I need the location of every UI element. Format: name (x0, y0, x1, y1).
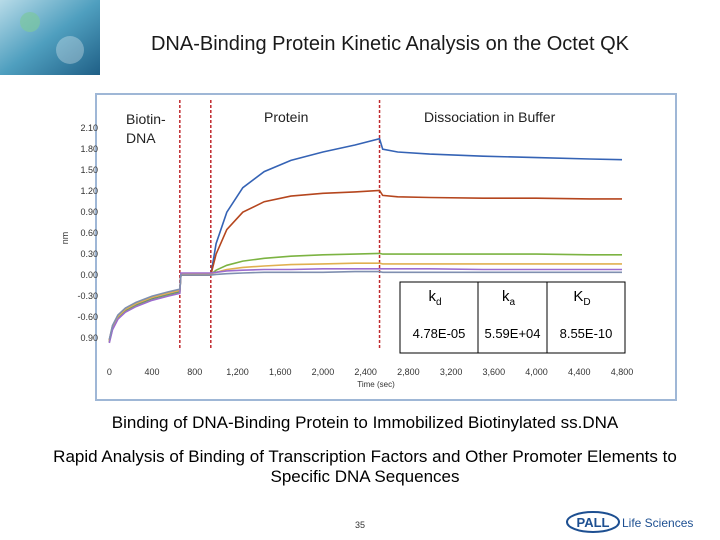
logo-mark: PALL (577, 515, 610, 530)
y-tick-label: 0.60 (80, 228, 98, 238)
x-tick-label: 4,000 (525, 367, 548, 377)
series-line (108, 268, 622, 344)
x-tick-label: 800 (187, 367, 202, 377)
y-axis-label: nm (60, 232, 70, 245)
page-number: 35 (355, 520, 365, 530)
x-tick-label: 2,400 (354, 367, 377, 377)
table-header: ka (502, 288, 516, 308)
x-tick-label: 3,600 (483, 367, 506, 377)
x-tick-label: 4,800 (611, 367, 634, 377)
series-line (108, 262, 622, 342)
table-frame (399, 281, 626, 354)
x-tick-label: 1,200 (226, 367, 249, 377)
y-tick-label: 1.20 (80, 186, 98, 196)
table-header: KD (573, 288, 590, 308)
y-tick-label: 0.00 (80, 270, 98, 280)
y-tick-label: 0.90 (80, 207, 98, 217)
table-value: 8.55E-10 (560, 326, 613, 341)
y-tick-label: 0.90 (80, 333, 98, 343)
y-tick-label: 1.50 (80, 165, 98, 175)
logo-oval (566, 511, 620, 533)
y-tick-label: -0.60 (77, 312, 98, 322)
y-tick-label: -0.30 (77, 291, 98, 301)
x-tick-label: 0 (107, 367, 112, 377)
caption: Binding of DNA-Binding Protein to Immobi… (111, 413, 619, 432)
chart-frame (95, 93, 677, 401)
x-tick-label: 3,200 (440, 367, 463, 377)
header-subscript: d (436, 297, 442, 308)
header-symbol: k (502, 288, 510, 305)
series-line (108, 270, 622, 340)
x-tick-label: 2,000 (312, 367, 335, 377)
x-tick-label: 4,400 (568, 367, 591, 377)
slide-title: DNA-Binding Protein Kinetic Analysis on … (151, 33, 630, 55)
plot: 2.10 1.80 1.50 1.20 0.90 0.60 0.30 0.00 -0.30 -0.… (60, 100, 633, 389)
header-decoration (56, 36, 84, 64)
table-value: 5.59E+04 (484, 326, 540, 341)
y-tick-label: 2.10 (80, 123, 98, 133)
x-tick-label: 400 (145, 367, 160, 377)
header-image (0, 0, 100, 75)
annotation: Dissociation in Buffer (424, 109, 556, 125)
logo-text: Life Sciences (622, 516, 693, 530)
header-subscript: D (583, 297, 590, 308)
x-tick-label: 2,800 (397, 367, 420, 377)
y-tick-label: 0.30 (80, 249, 98, 259)
caption: Rapid Analysis of Binding of Transcripti… (53, 447, 677, 486)
header-decoration (20, 12, 40, 32)
table-header: kd (428, 288, 441, 308)
x-axis-label: Time (sec) (357, 380, 395, 389)
y-tick-label: 1.80 (80, 144, 98, 154)
header-symbol: k (428, 288, 436, 305)
annotation: Protein (264, 109, 309, 125)
table-value: 4.78E-05 (413, 326, 466, 341)
header-subscript: a (509, 297, 515, 308)
annotation: Biotin-DNA (126, 111, 166, 146)
x-tick-label: 1,600 (269, 367, 292, 377)
header-symbol: K (573, 288, 583, 305)
